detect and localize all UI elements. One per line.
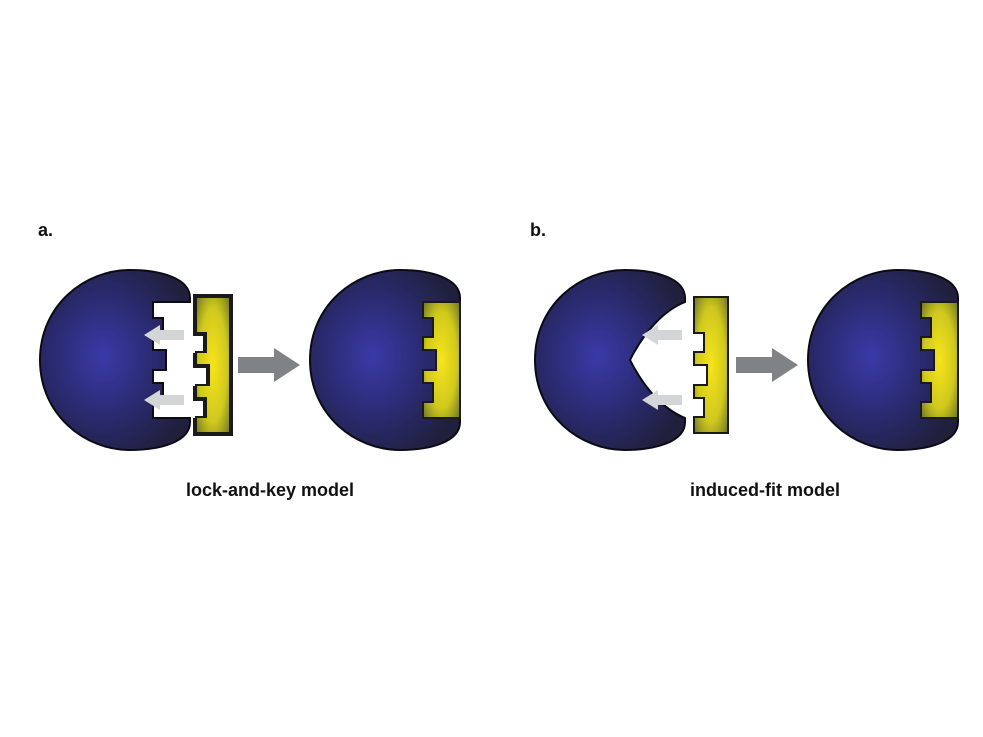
small-arrow-a-2 (144, 390, 184, 410)
substrate-b (688, 295, 730, 435)
panel-b-letter: b. (530, 220, 546, 241)
panel-a-caption: lock-and-key model (60, 480, 480, 501)
complex-b (808, 270, 958, 450)
substrate-a-final (190, 295, 232, 435)
figure-canvas: a. b. (0, 0, 983, 737)
small-arrow-b-1 (642, 325, 682, 345)
panel-b-caption: induced-fit model (555, 480, 975, 501)
large-arrow-b (736, 348, 798, 382)
complex-a (310, 270, 460, 450)
small-arrow-a-1 (144, 325, 184, 345)
large-arrow-a (238, 348, 300, 382)
enzyme-open-b (535, 270, 685, 450)
small-arrow-b-2 (642, 390, 682, 410)
panel-a-letter: a. (38, 220, 53, 241)
enzyme-open-a (40, 270, 190, 450)
